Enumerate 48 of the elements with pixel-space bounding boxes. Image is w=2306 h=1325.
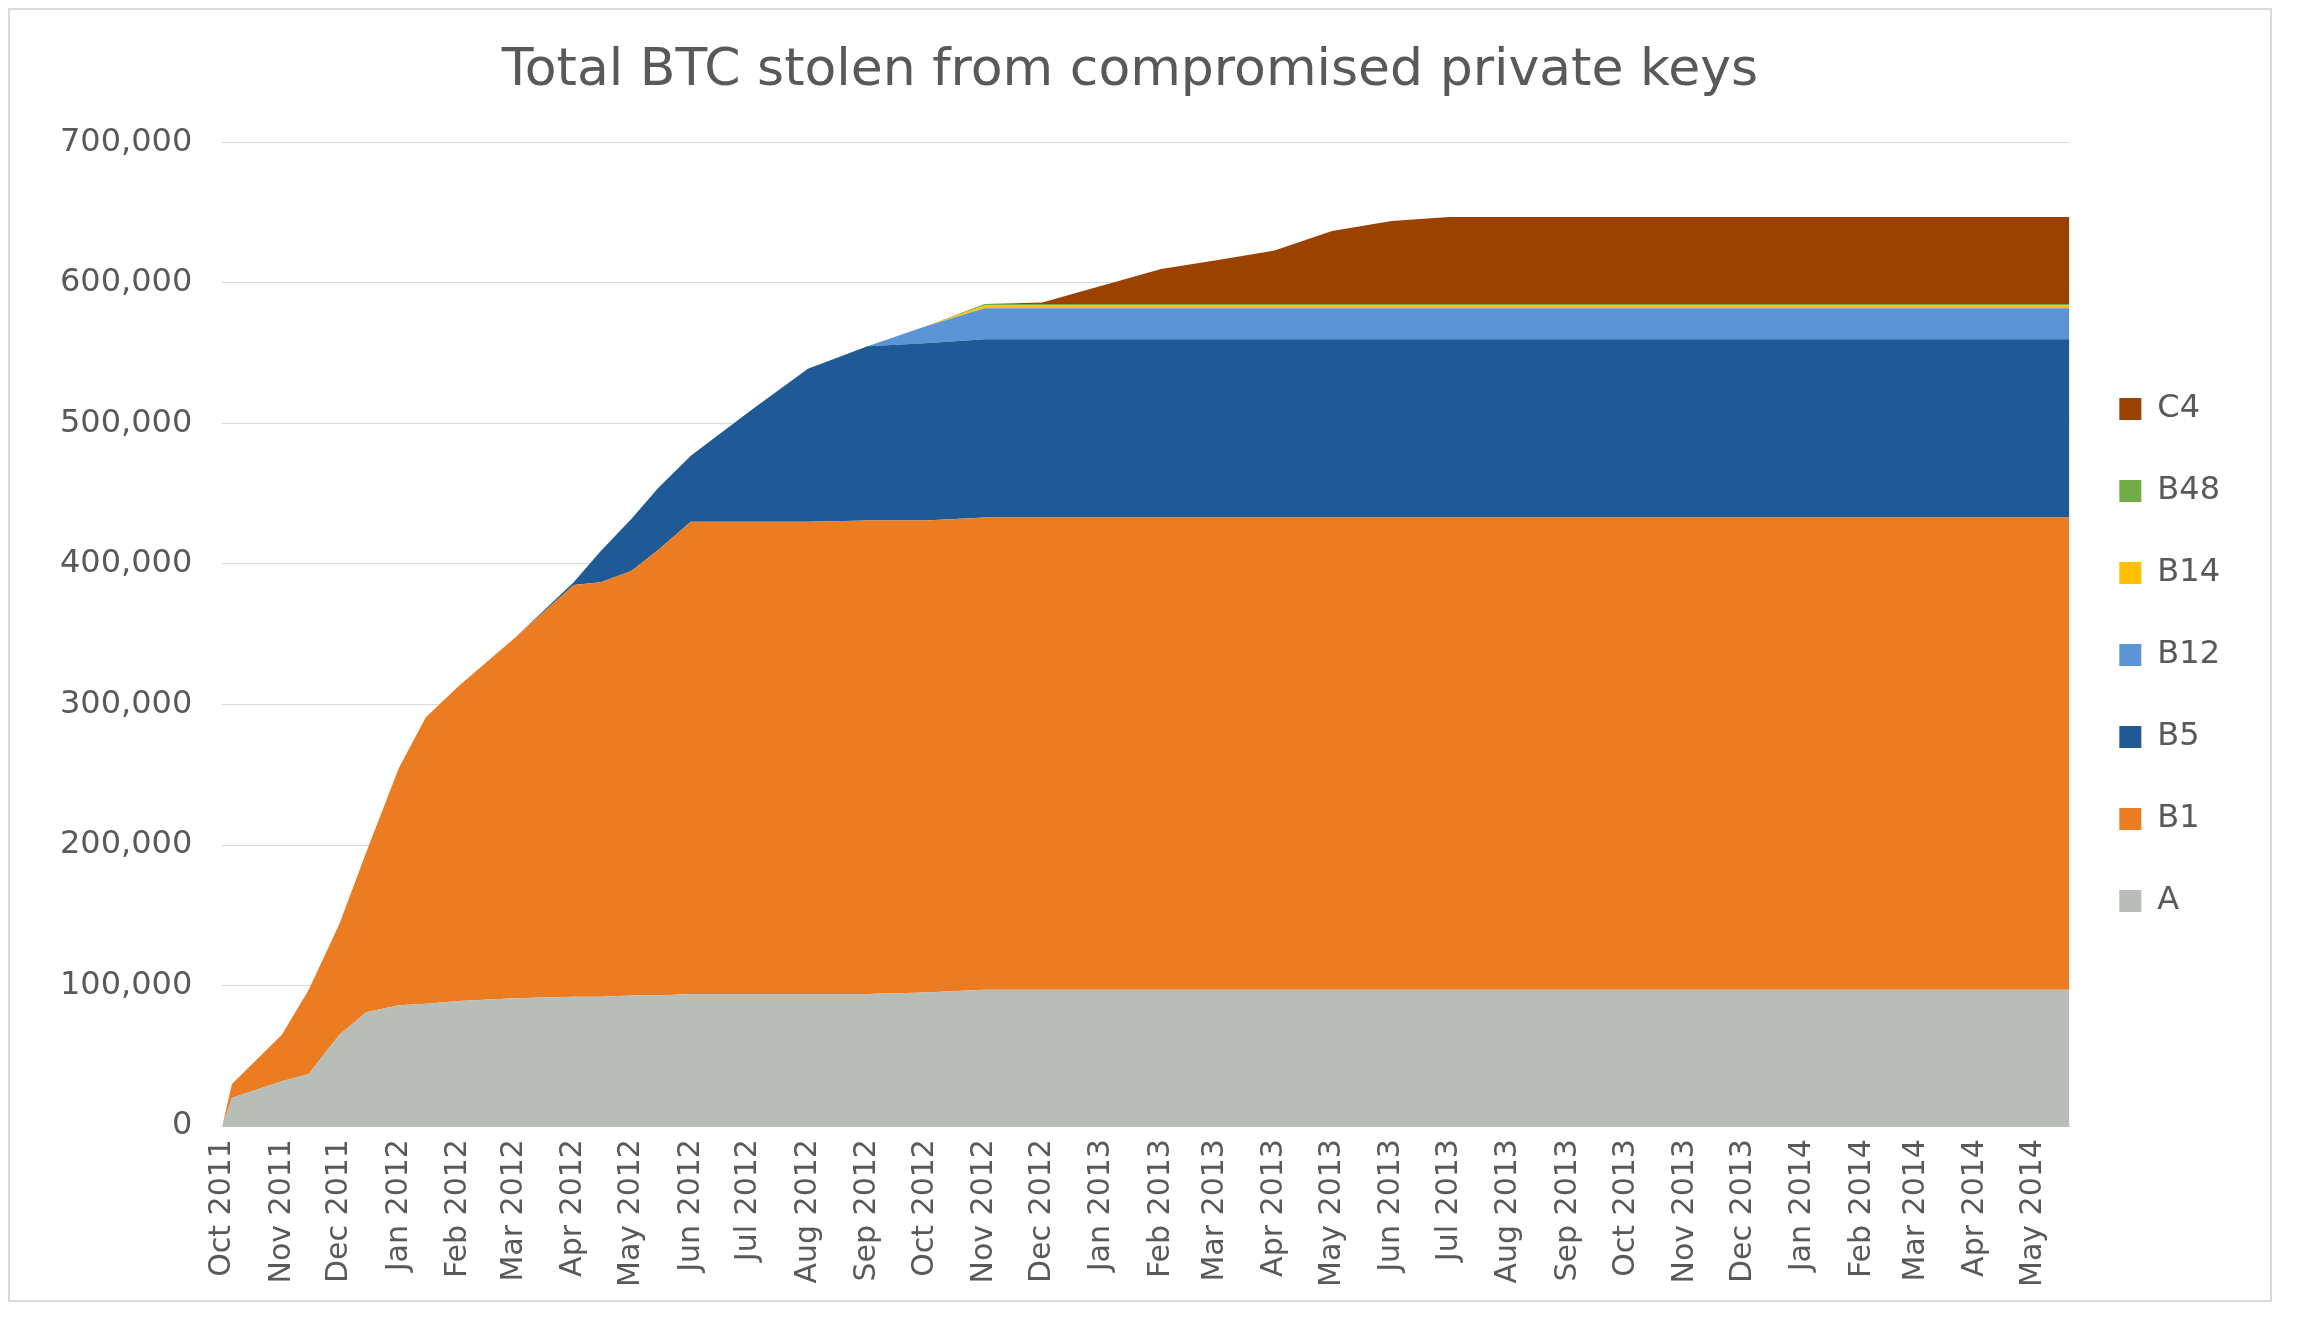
x-tick-label: Feb 2012 [438, 1139, 474, 1279]
y-tick-label: 100,000 [60, 963, 193, 1002]
x-tick-label: Mar 2013 [1194, 1139, 1230, 1282]
x-tick-label: Feb 2014 [1841, 1139, 1877, 1279]
x-tick-label: Oct 2011 [202, 1139, 238, 1277]
x-tick-label: Jul 2013 [1428, 1139, 1464, 1264]
x-tick-label: Jan 2012 [378, 1139, 414, 1274]
x-tick-label: Jan 2014 [1782, 1139, 1818, 1274]
y-tick-label: 400,000 [60, 542, 193, 581]
x-tick-label: Apr 2012 [553, 1139, 589, 1277]
x-tick-label: Apr 2014 [1955, 1139, 1991, 1277]
y-tick-label: 300,000 [60, 682, 193, 721]
x-tick-label: Sep 2013 [1548, 1139, 1584, 1282]
x-tick-label: Aug 2013 [1488, 1139, 1524, 1284]
legend-label: B12 [2157, 633, 2220, 672]
legend-label: C4 [2157, 387, 2201, 426]
x-tick-label: Dec 2013 [1722, 1139, 1758, 1284]
y-tick-label: 600,000 [60, 261, 193, 300]
x-tick-label: Jul 2012 [728, 1139, 764, 1264]
y-tick-label: 200,000 [60, 823, 193, 862]
x-tick-label: Dec 2012 [1021, 1139, 1057, 1284]
y-tick-label: 700,000 [60, 120, 193, 159]
x-tick-label: Jun 2013 [1371, 1139, 1407, 1274]
x-tick-label: Oct 2012 [904, 1139, 940, 1277]
x-tick-label: Jan 2013 [1081, 1139, 1117, 1274]
legend-label: A [2157, 879, 2180, 918]
x-tick-label: Nov 2011 [261, 1139, 297, 1284]
x-tick-label: Mar 2012 [493, 1139, 529, 1282]
x-tick-label: Sep 2012 [847, 1139, 883, 1282]
x-tick-label: Nov 2013 [1665, 1139, 1701, 1284]
x-tick-label: May 2012 [611, 1139, 647, 1287]
chart-title: Total BTC stolen from compromised private keys [500, 36, 1759, 97]
x-tick-label: Oct 2013 [1605, 1139, 1641, 1277]
legend-label: B1 [2157, 797, 2200, 836]
legend-label: B5 [2157, 715, 2200, 754]
x-tick-label: Apr 2013 [1254, 1139, 1290, 1277]
x-tick-label: Dec 2011 [319, 1139, 355, 1284]
x-tick-label: Mar 2014 [1895, 1139, 1931, 1282]
x-tick-label: Feb 2013 [1140, 1139, 1176, 1279]
y-tick-label: 500,000 [60, 401, 193, 440]
x-tick-label: May 2014 [2012, 1139, 2048, 1287]
y-tick-label: 0 [171, 1104, 193, 1143]
x-tick-label: Nov 2012 [964, 1139, 1000, 1284]
legend-label: B14 [2157, 551, 2220, 590]
x-tick-label: Jun 2012 [670, 1139, 706, 1274]
x-tick-label: May 2013 [1311, 1139, 1347, 1287]
x-tick-label: Aug 2012 [787, 1139, 823, 1284]
legend-label: B48 [2157, 469, 2220, 508]
